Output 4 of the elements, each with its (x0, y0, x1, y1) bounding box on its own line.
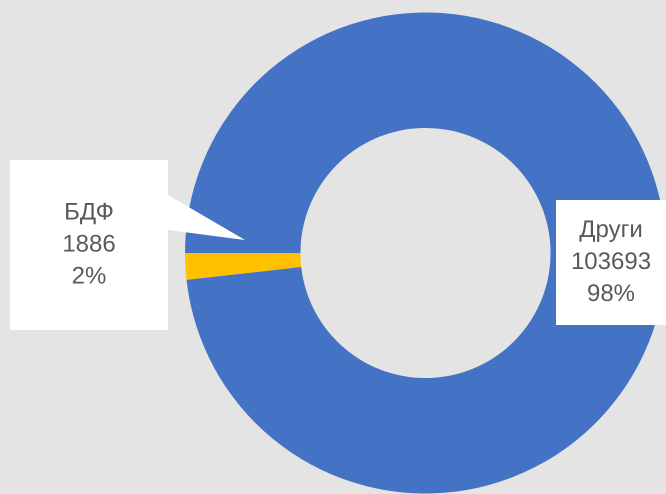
slice-label: Други (579, 216, 643, 244)
data-label: 103693 98% (570, 248, 652, 308)
slice-label: БДФ (64, 198, 114, 226)
data-label: 1886 2% (62, 230, 116, 290)
